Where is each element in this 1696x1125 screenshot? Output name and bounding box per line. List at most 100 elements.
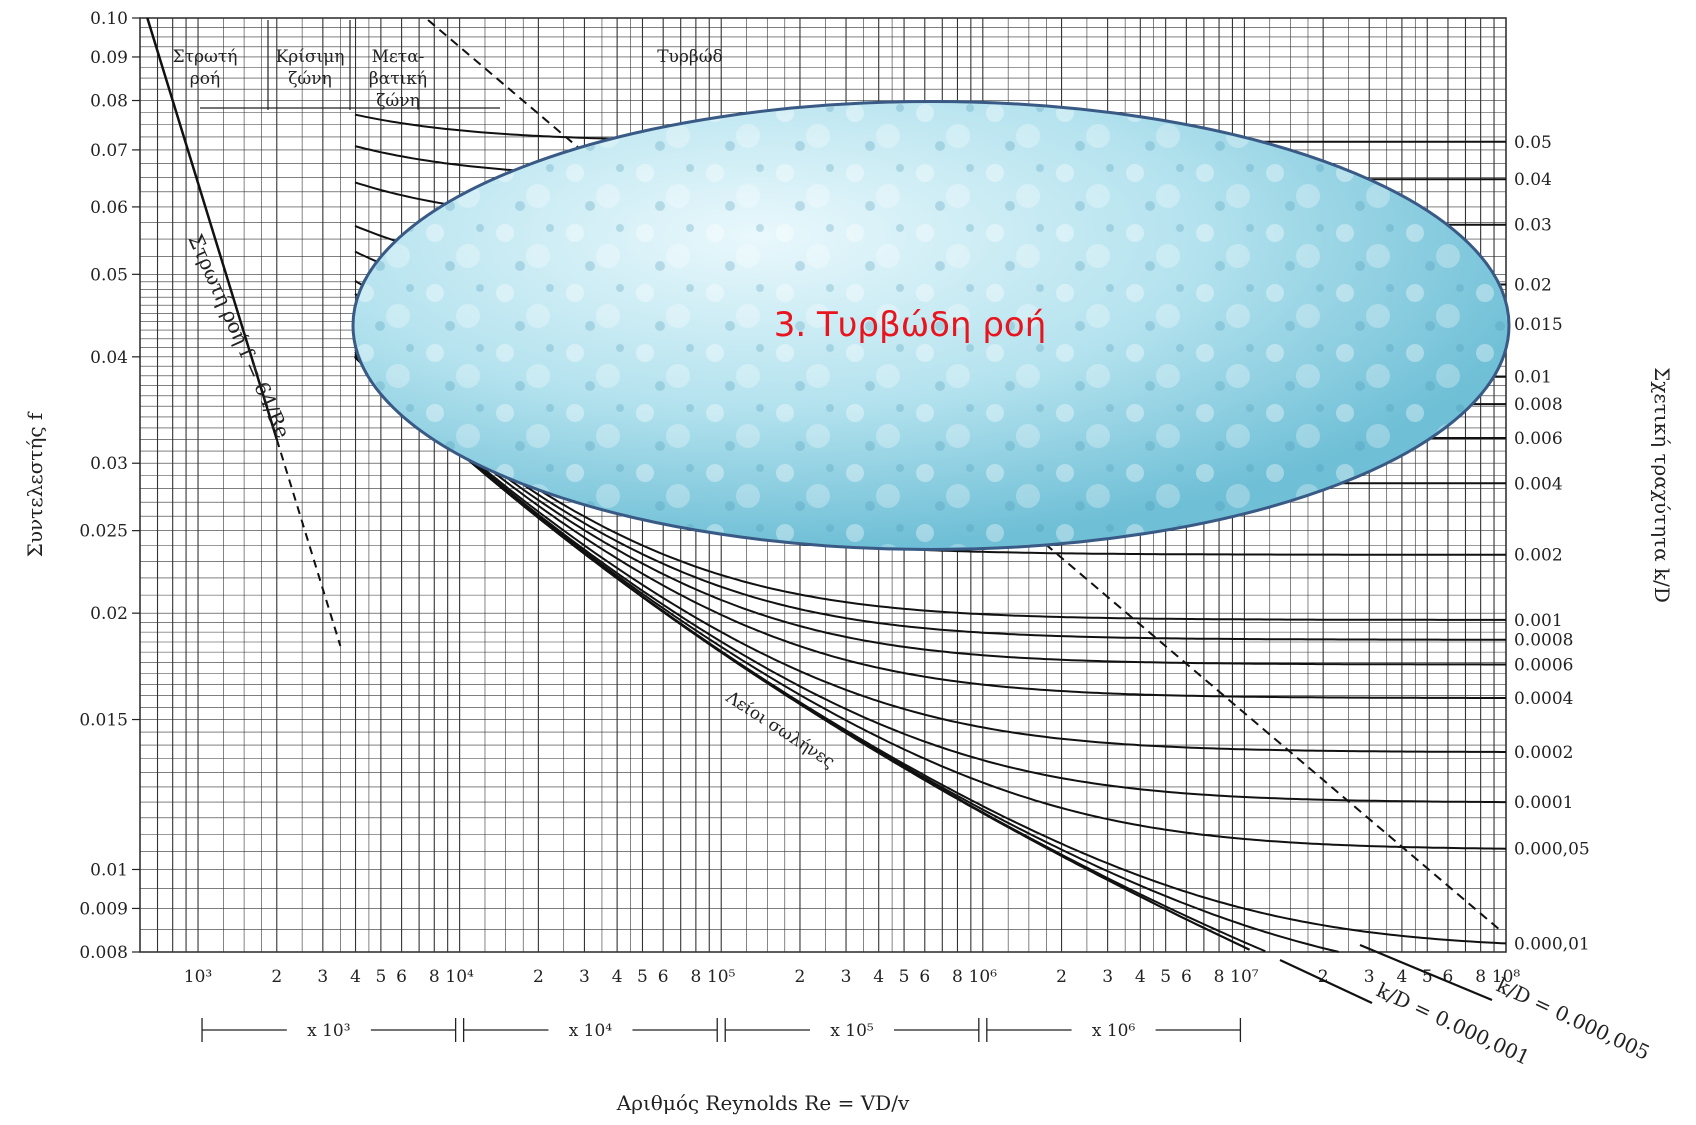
x-tick-label: 2 <box>1056 967 1067 987</box>
kD-pointer <box>1279 959 1373 1004</box>
roughness-label: 0.01 <box>1514 368 1552 388</box>
roughness-label: 0.0004 <box>1514 689 1573 709</box>
zone-label: βατική <box>369 69 427 89</box>
roughness-curve <box>354 145 1506 181</box>
roughness-label: 0.05 <box>1514 133 1552 153</box>
roughness-label: 0.008 <box>1514 395 1563 415</box>
roughness-label: 0.02 <box>1514 276 1552 296</box>
y-axis-title: Συντελεστής f <box>23 411 47 557</box>
x-tick-label: 10⁶ <box>969 967 998 987</box>
x-tick-label: 3 <box>841 967 852 987</box>
y-axis-right-title: Σχετική τραχύτητα k/D <box>1650 367 1674 603</box>
y-tick-label: 0.009 <box>79 899 128 919</box>
x-tick-label: 4 <box>1135 967 1146 987</box>
x-tick-label: 8 <box>690 967 701 987</box>
y-tick-label: 0.07 <box>90 141 128 161</box>
y-tick-label: 0.008 <box>79 943 128 963</box>
roughness-curve <box>354 181 1506 226</box>
x-tick-label: 8 <box>1475 967 1486 987</box>
zone-label: Στρωτή <box>173 47 238 67</box>
y-tick-label: 0.10 <box>90 9 128 29</box>
x-tick-label: 2 <box>795 967 806 987</box>
y-tick-label: 0.05 <box>90 265 128 285</box>
y-tick-label: 0.015 <box>79 711 128 731</box>
x-tick-label: 5 <box>899 967 910 987</box>
x-tick-label: 8 <box>952 967 963 987</box>
chart-ticks: 0.100.090.080.070.060.050.040.030.0250.0… <box>23 9 1674 1115</box>
laminar-label: Στρωτή ροή f = 64/Re <box>183 230 295 441</box>
chart-grid <box>139 17 1507 953</box>
x-tick-label: 8 <box>429 967 440 987</box>
x-tick-label: 4 <box>612 967 623 987</box>
x-tick-label: 10⁷ <box>1230 967 1259 987</box>
x-axis-title: Αριθμός Reynolds Re = VD/v <box>616 1091 910 1115</box>
zone-label: Κρίσιμη <box>276 47 345 67</box>
x-tick-label: 2 <box>271 967 282 987</box>
x-tick-label: 8 <box>1214 967 1225 987</box>
roughness-curve <box>354 224 1506 286</box>
zone-label: ζώνη <box>288 69 332 89</box>
roughness-label: 0.006 <box>1514 429 1563 449</box>
x-tick-label: 3 <box>1102 967 1113 987</box>
laminar-line <box>146 17 278 440</box>
x-tick-label: 5 <box>375 967 386 987</box>
x-tick-label: 10⁵ <box>707 967 736 987</box>
roughness-curve <box>354 352 1506 699</box>
zone-label: ροή <box>190 69 220 89</box>
x-tick-label: 3 <box>579 967 590 987</box>
y-tick-label: 0.03 <box>90 454 128 474</box>
x-tick-label: 4 <box>873 967 884 987</box>
y-tick-label: 0.06 <box>90 198 128 218</box>
roughness-label: 0.015 <box>1514 315 1563 335</box>
x-tick-label: 4 <box>350 967 361 987</box>
friction-curves <box>146 17 1507 953</box>
y-tick-label: 0.025 <box>79 522 128 542</box>
plot-frame <box>139 17 1507 953</box>
smooth-pipe-label: Λείοι σωλήνες <box>721 687 838 772</box>
multiplier-range-label: x 10⁶ <box>1092 1021 1136 1041</box>
roughness-label: 0.001 <box>1514 611 1563 631</box>
x-tick-label: 6 <box>1181 967 1192 987</box>
roughness-label: 0.000,01 <box>1514 934 1590 954</box>
x-tick-label: 5 <box>1160 967 1171 987</box>
roughness-label: 0.04 <box>1514 170 1552 190</box>
zone-label: Μετα- <box>372 47 425 67</box>
x-tick-label: 10⁴ <box>445 967 474 987</box>
roughness-curve <box>354 113 1506 143</box>
roughness-label: 0.002 <box>1514 546 1563 566</box>
roughness-curve <box>354 355 1507 850</box>
x-tick-label: 6 <box>658 967 669 987</box>
roughness-label: 0.004 <box>1514 474 1563 494</box>
x-tick-label: 10⁸ <box>1492 967 1521 987</box>
roughness-label: 0.0001 <box>1514 793 1573 813</box>
multiplier-range-bg <box>286 1016 371 1042</box>
multiplier-range-bg <box>810 1016 895 1042</box>
x-tick-label: 3 <box>1364 967 1375 987</box>
roughness-label: 0.0002 <box>1514 743 1573 763</box>
x-tick-label: 10³ <box>184 967 212 987</box>
kD-pointer <box>1359 943 1493 1002</box>
roughness-label: 0.0006 <box>1514 655 1573 675</box>
x-tick-label: 2 <box>1318 967 1329 987</box>
zone-label: Τυρβώδ <box>657 47 723 67</box>
roughness-label: 0.0008 <box>1514 631 1573 651</box>
y-tick-label: 0.01 <box>90 860 128 880</box>
roughness-curve-extra <box>354 356 1266 953</box>
y-tick-label: 0.08 <box>90 92 128 112</box>
x-tick-label: 6 <box>1443 967 1454 987</box>
y-tick-label: 0.02 <box>90 604 128 624</box>
multiplier-range-label: x 10⁵ <box>830 1021 874 1041</box>
x-tick-label: 2 <box>533 967 544 987</box>
smooth-pipe-curve <box>354 356 1251 951</box>
x-tick-label: 3 <box>317 967 328 987</box>
x-tick-label: 6 <box>396 967 407 987</box>
y-tick-label: 0.09 <box>90 48 128 68</box>
x-tick-label: 6 <box>919 967 930 987</box>
roughness-label: 0.000,05 <box>1514 840 1590 860</box>
y-tick-label: 0.04 <box>90 348 128 368</box>
x-tick-label: 4 <box>1396 967 1407 987</box>
roughness-curve <box>354 338 1506 556</box>
multiplier-range-bg <box>1071 1016 1156 1042</box>
transition-boundary-line <box>427 19 1501 931</box>
